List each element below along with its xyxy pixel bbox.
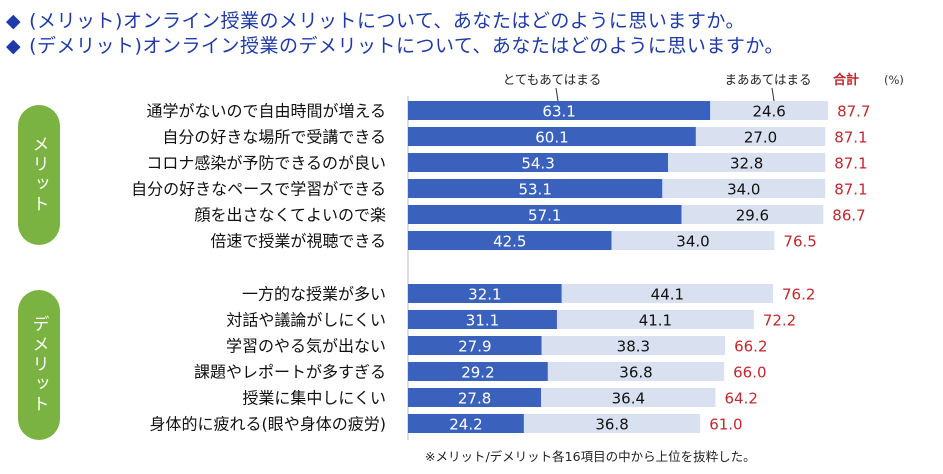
group-pill-merit: メリット bbox=[18, 105, 60, 245]
legend-strong-leader bbox=[555, 87, 559, 102]
row-label: コロナ感染が予防できるのが良い bbox=[146, 154, 386, 173]
bar-mild bbox=[668, 153, 826, 172]
value-label-mild: 36.8 bbox=[619, 364, 652, 382]
bar-strong bbox=[408, 179, 663, 198]
value-label-mild: 41.1 bbox=[639, 312, 672, 330]
diamond-bullet-icon: ◆ bbox=[6, 35, 22, 57]
bar-mild bbox=[710, 101, 829, 120]
value-label-strong: 24.2 bbox=[449, 416, 482, 434]
value-label-total: 61.0 bbox=[709, 416, 742, 434]
value-label-total: 87.1 bbox=[834, 129, 867, 147]
value-label-mild: 29.6 bbox=[736, 207, 769, 225]
bar-strong bbox=[408, 388, 542, 407]
value-label-strong: 29.2 bbox=[461, 364, 494, 382]
group-label-demerit: デメリット bbox=[28, 315, 49, 415]
legend-mild-label: まああてはまる bbox=[724, 72, 811, 87]
value-label-strong: 53.1 bbox=[518, 181, 551, 199]
value-label-mild: 34.0 bbox=[727, 181, 760, 199]
bar-mild bbox=[541, 388, 716, 407]
bar-mild bbox=[541, 336, 726, 355]
bar-mild bbox=[561, 284, 773, 303]
legend-total-label: 合計 bbox=[833, 72, 859, 88]
title-demerit-text: (デメリット)オンライン授業のデメリットについて、あなたはどのように思いますか。 bbox=[29, 35, 785, 57]
legend-strong-label: とてもあてはまる bbox=[503, 72, 602, 87]
bar-strong bbox=[408, 127, 696, 146]
row-label: 倍速で授業が視聴できる bbox=[210, 232, 386, 251]
bar-strong bbox=[408, 310, 557, 329]
bar-strong bbox=[408, 362, 548, 381]
value-label-strong: 54.3 bbox=[521, 155, 554, 173]
bar-mild bbox=[662, 179, 826, 198]
title-merit-text: (メリット)オンライン授業のメリットについて、あなたはどのように思いますか。 bbox=[29, 10, 746, 32]
group-label-merit: メリット bbox=[28, 135, 49, 215]
value-label-strong: 60.1 bbox=[535, 129, 568, 147]
value-label-total: 87.7 bbox=[837, 103, 870, 121]
row-label: 一方的な授業が多い bbox=[242, 285, 386, 304]
row-label: 顔を出さなくてよいので楽 bbox=[194, 206, 386, 225]
value-label-mild: 32.8 bbox=[730, 155, 763, 173]
footnote: ※メリット/デメリット各16項目の中から上位を抜粋した。 bbox=[425, 449, 756, 464]
value-label-strong: 31.1 bbox=[466, 312, 499, 330]
value-label-strong: 42.5 bbox=[493, 233, 526, 251]
row-label: 自分の好きな場所で受講できる bbox=[162, 128, 386, 147]
row-label: 課題やレポートが多すぎる bbox=[194, 363, 386, 382]
bar-strong bbox=[408, 101, 711, 120]
bar-strong bbox=[408, 284, 562, 303]
value-label-total: 87.1 bbox=[834, 181, 867, 199]
bar-mild bbox=[611, 231, 775, 250]
value-label-mild: 44.1 bbox=[651, 286, 684, 304]
diamond-bullet-icon: ◆ bbox=[6, 10, 22, 32]
bar-strong bbox=[408, 414, 524, 433]
value-label-total: 76.2 bbox=[782, 286, 815, 304]
value-label-strong: 57.1 bbox=[528, 207, 561, 225]
value-label-mild: 34.0 bbox=[676, 233, 709, 251]
value-label-strong: 27.9 bbox=[458, 338, 491, 356]
bar-strong bbox=[408, 205, 682, 224]
row-label: 対話や議論がしにくい bbox=[226, 311, 386, 330]
value-label-total: 86.7 bbox=[832, 207, 865, 225]
value-label-strong: 63.1 bbox=[542, 103, 575, 121]
bar-strong bbox=[408, 153, 669, 172]
value-label-mild: 27.0 bbox=[744, 129, 777, 147]
value-label-total: 76.5 bbox=[783, 233, 816, 251]
value-label-total: 72.2 bbox=[763, 312, 796, 330]
group-pill-demerit: デメリット bbox=[18, 290, 60, 440]
row-label: 自分の好きなペースで学習ができる bbox=[131, 180, 386, 199]
value-label-total: 66.2 bbox=[734, 338, 767, 356]
value-label-total: 87.1 bbox=[834, 155, 867, 173]
value-label-mild: 36.8 bbox=[595, 416, 628, 434]
row-label: 学習のやる気が出ない bbox=[226, 337, 386, 356]
row-label: 身体的に疲れる(眼や身体の疲労) bbox=[150, 415, 387, 434]
row-label: 授業に集中しにくい bbox=[242, 389, 386, 408]
bar-strong bbox=[408, 336, 542, 355]
chart-title-demerit: ◆ (デメリット)オンライン授業のデメリットについて、あなたはどのように思いますか… bbox=[6, 31, 784, 58]
value-label-mild: 36.4 bbox=[612, 390, 645, 408]
bar-mild bbox=[556, 310, 754, 329]
bar-strong bbox=[408, 231, 612, 250]
value-label-strong: 27.8 bbox=[458, 390, 491, 408]
bar-mild bbox=[681, 205, 824, 224]
value-label-total: 66.0 bbox=[733, 364, 766, 382]
chart-title-merit: ◆ (メリット)オンライン授業のメリットについて、あなたはどのように思いますか。 bbox=[6, 6, 745, 33]
legend-unit-label: (%) bbox=[884, 73, 904, 87]
bar-mild bbox=[523, 414, 701, 433]
bar-mild bbox=[695, 127, 826, 146]
value-label-strong: 32.1 bbox=[468, 286, 501, 304]
legend-mild-leader bbox=[771, 87, 775, 102]
row-label: 通学がないので自由時間が増える bbox=[146, 102, 386, 121]
value-label-total: 64.2 bbox=[725, 390, 758, 408]
value-label-mild: 38.3 bbox=[617, 338, 650, 356]
bar-mild bbox=[547, 362, 725, 381]
value-label-mild: 24.6 bbox=[752, 103, 785, 121]
